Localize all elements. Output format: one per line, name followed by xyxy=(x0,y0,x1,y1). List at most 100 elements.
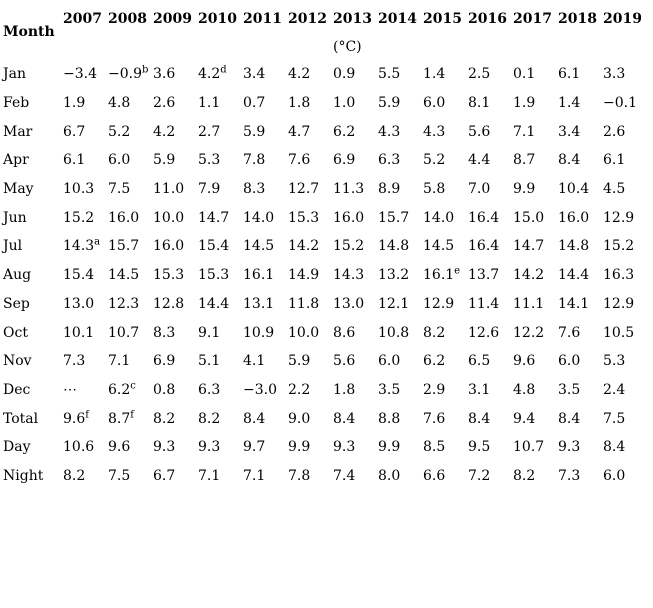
row-label: Apr xyxy=(3,152,29,169)
value-cell: 9.9 xyxy=(378,439,401,456)
value-cell: 6.2 xyxy=(333,123,356,140)
value-cell: 5.1 xyxy=(198,353,221,370)
value-cell: 0.8 xyxy=(153,381,176,398)
value-cell: 14.7 xyxy=(198,209,230,226)
value-cell: 15.7 xyxy=(378,209,410,226)
value-cell: 6.5 xyxy=(468,353,491,370)
value-cell: 7.1 xyxy=(513,123,536,140)
row-label: Total xyxy=(3,410,39,427)
footnote-marker: d xyxy=(220,64,227,76)
value-cell: 4.2 xyxy=(288,66,311,83)
empty-header-cell xyxy=(423,34,468,60)
value-cell: 7.5 xyxy=(108,181,131,198)
value-cell: 14.5 xyxy=(108,267,140,284)
value-cell: 15.4 xyxy=(63,267,95,284)
value-cell: 14.3 xyxy=(333,267,365,284)
header-row-years: Month 2007 2008 2009 2010 2011 2012 2013 2014 20… xyxy=(3,4,648,39)
value-cell: 5.9 xyxy=(378,95,401,112)
value-cell: 2.6 xyxy=(603,123,626,140)
value-cell: 11.4 xyxy=(468,295,500,312)
value-cell: 12.2 xyxy=(513,324,545,341)
value-cell: 2.7 xyxy=(198,123,221,140)
value-cell: 6.0 xyxy=(378,353,401,370)
row-label: Jun xyxy=(3,209,27,226)
value-cell: 5.9 xyxy=(153,152,176,169)
value-cell: 12.9 xyxy=(423,295,455,312)
value-cell: 16.0 xyxy=(333,209,365,226)
year-column-header: 2011 xyxy=(243,11,282,27)
row-label: Jul xyxy=(3,238,23,255)
value-cell: −0.9b xyxy=(108,64,149,83)
value-cell: 4.3 xyxy=(423,123,446,140)
value-cell: 5.3 xyxy=(603,353,626,370)
value-cell: 14.4 xyxy=(558,267,590,284)
value-cell: 7.1 xyxy=(198,467,221,484)
footnote-marker: b xyxy=(142,64,149,76)
value-cell: 14.7 xyxy=(513,238,545,255)
value-cell: 7.5 xyxy=(108,467,131,484)
value-cell: 10.6 xyxy=(63,439,95,456)
value-cell: 9.9 xyxy=(288,439,311,456)
value-cell: 9.7 xyxy=(243,439,266,456)
value-cell: 15.0 xyxy=(513,209,545,226)
value-cell: 8.8 xyxy=(378,410,401,427)
value-cell: 9.6 xyxy=(108,439,131,456)
value-cell: 10.0 xyxy=(153,209,185,226)
value-cell: 1.1 xyxy=(198,95,221,112)
year-column-header: 2014 xyxy=(378,11,417,27)
value-cell: 9.3 xyxy=(153,439,176,456)
empty-header-cell xyxy=(468,34,513,60)
value-cell: 7.6 xyxy=(423,410,446,427)
value-cell: 3.1 xyxy=(468,381,491,398)
unit-label: (°C) xyxy=(333,39,362,55)
value-cell: 7.3 xyxy=(558,467,581,484)
value-cell: 4.2d xyxy=(198,64,227,83)
value-cell: 5.6 xyxy=(468,123,491,140)
value-cell: 9.9 xyxy=(513,181,536,198)
table-row: Dec ⋯ 6.2c 0.8 6.3 −3.0 2.2 1.8 3.5 2.9 3.1 4.8 3.5 2… xyxy=(3,376,648,405)
value-cell: 5.6 xyxy=(333,353,356,370)
value-cell: 6.0 xyxy=(603,467,626,484)
empty-header-cell xyxy=(288,34,333,60)
value-cell: 11.1 xyxy=(513,295,545,312)
value-cell: 16.4 xyxy=(468,238,500,255)
footnote-marker: e xyxy=(454,265,461,277)
value-cell: 4.3 xyxy=(378,123,401,140)
value-cell: 5.2 xyxy=(108,123,131,140)
value-cell: 2.6 xyxy=(153,95,176,112)
value-cell: 13.0 xyxy=(333,295,365,312)
value-cell: 5.5 xyxy=(378,66,401,83)
value-cell: 5.9 xyxy=(288,353,311,370)
value-cell: 15.2 xyxy=(63,209,95,226)
row-label: Day xyxy=(3,439,31,456)
table-row: Oct 10.1 10.7 8.3 9.1 10.9 10.0 8.6 10.8 8.2 12.6 1… xyxy=(3,318,648,347)
value-cell: 7.9 xyxy=(198,181,221,198)
value-cell: 16.0 xyxy=(153,238,185,255)
value-cell: 9.3 xyxy=(333,439,356,456)
value-cell: 0.7 xyxy=(243,95,266,112)
table-row: Apr 6.1 6.0 5.9 5.3 7.8 7.6 6.9 6.3 5.2 4.4 8.7 8.4 6… xyxy=(3,146,648,175)
value-cell: 16.4 xyxy=(468,209,500,226)
value-cell: 6.3 xyxy=(378,152,401,169)
value-cell: 8.4 xyxy=(603,439,626,456)
value-cell: 10.9 xyxy=(243,324,275,341)
value-cell: 4.8 xyxy=(513,381,536,398)
table-row: Sep 13.0 12.3 12.8 14.4 13.1 11.8 13.0 12.1 12.9 1… xyxy=(3,290,648,319)
value-cell: 14.0 xyxy=(423,209,455,226)
value-cell: 16.0 xyxy=(108,209,140,226)
value-cell: 7.3 xyxy=(63,353,86,370)
value-cell: 7.1 xyxy=(108,353,131,370)
value-cell: 8.0 xyxy=(378,467,401,484)
year-column-header: 2009 xyxy=(153,11,192,27)
table-row: Feb 1.9 4.8 2.6 1.1 0.7 1.8 1.0 5.9 6.0 8.1 1.9 1.4 −… xyxy=(3,89,648,118)
footnote-marker: f xyxy=(85,408,89,420)
value-cell: 10.3 xyxy=(63,181,95,198)
value-cell: 4.4 xyxy=(468,152,491,169)
value-cell: 12.3 xyxy=(108,295,140,312)
value-cell: 8.3 xyxy=(243,181,266,198)
empty-header-cell xyxy=(513,34,558,60)
value-cell: 9.3 xyxy=(558,439,581,456)
year-column-header: 2018 xyxy=(558,11,597,27)
row-label: Aug xyxy=(3,267,32,284)
empty-header-cell xyxy=(153,34,198,60)
